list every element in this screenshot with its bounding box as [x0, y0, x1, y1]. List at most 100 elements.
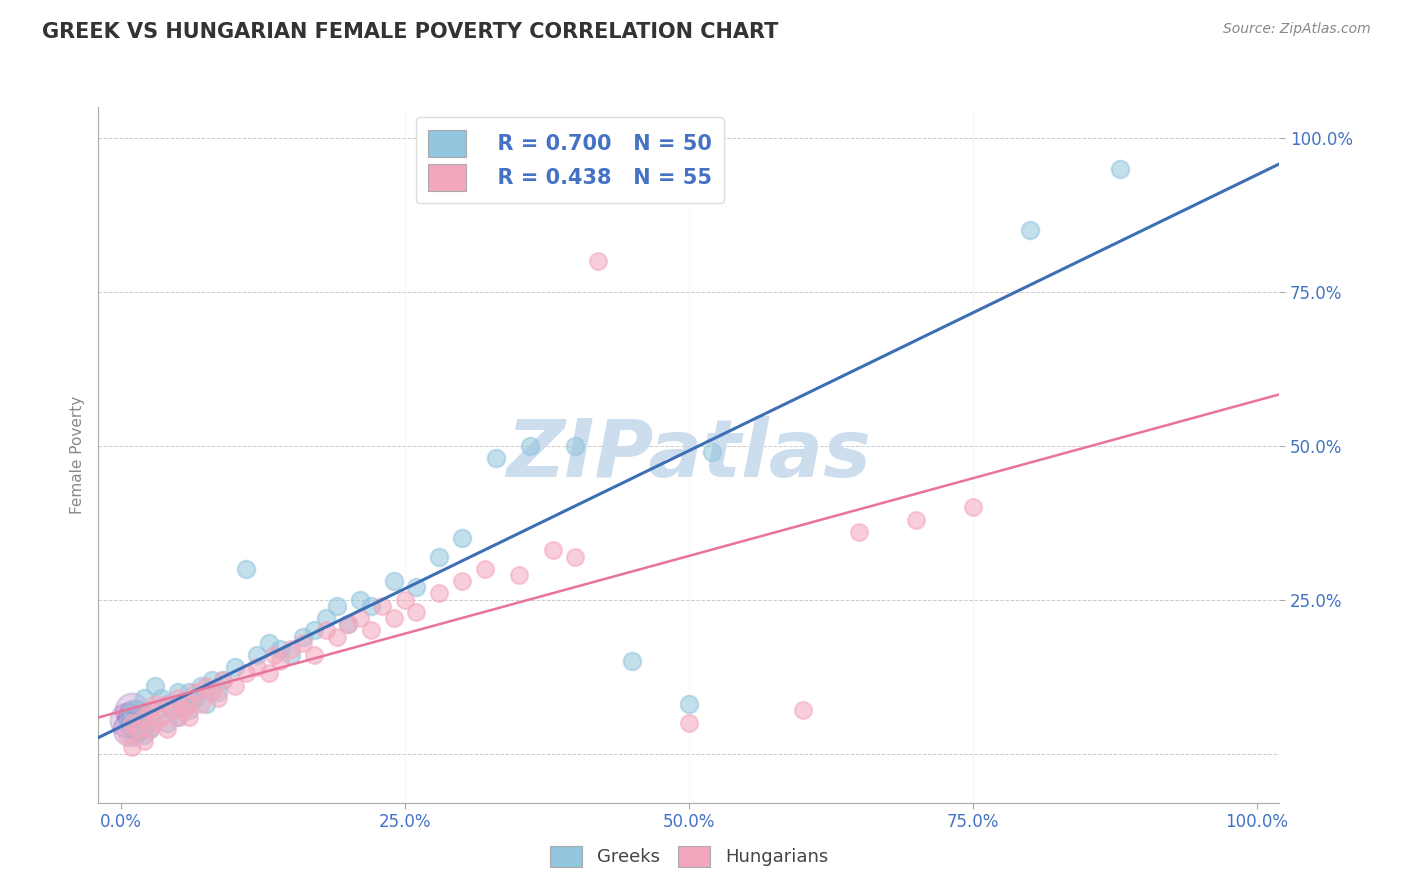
- Point: [427, 549, 450, 564]
- Point: [132, 728, 155, 742]
- Point: [1018, 223, 1040, 237]
- Point: [207, 685, 229, 699]
- Point: [162, 703, 183, 717]
- Point: [337, 617, 360, 632]
- Point: [280, 648, 302, 662]
- Point: [179, 698, 201, 712]
- Point: [212, 673, 235, 687]
- Point: [138, 703, 160, 717]
- Point: [149, 691, 172, 706]
- Legend: Greeks, Hungarians: Greeks, Hungarians: [543, 838, 835, 874]
- Point: [195, 698, 218, 712]
- Point: [167, 685, 190, 699]
- Point: [143, 679, 166, 693]
- Point: [121, 703, 143, 717]
- Point: [394, 592, 416, 607]
- Point: [302, 648, 325, 662]
- Point: [155, 715, 177, 730]
- Point: [962, 500, 984, 515]
- Point: [143, 715, 166, 730]
- Y-axis label: Female Poverty: Female Poverty: [69, 396, 84, 514]
- Point: [143, 703, 166, 717]
- Point: [263, 648, 285, 662]
- Point: [235, 666, 257, 681]
- Point: [115, 728, 138, 742]
- Point: [519, 439, 541, 453]
- Point: [564, 549, 586, 564]
- Point: [167, 691, 190, 706]
- Point: [315, 624, 337, 638]
- Point: [132, 734, 155, 748]
- Point: [179, 703, 201, 717]
- Point: [149, 709, 172, 723]
- Point: [405, 580, 427, 594]
- Point: [121, 715, 143, 730]
- Point: [121, 740, 143, 755]
- Point: [138, 709, 160, 723]
- Point: [405, 605, 427, 619]
- Point: [360, 599, 382, 613]
- Text: ZIPatlas: ZIPatlas: [506, 416, 872, 494]
- Point: [207, 691, 229, 706]
- Point: [360, 624, 382, 638]
- Point: [155, 698, 177, 712]
- Point: [143, 698, 166, 712]
- Point: [427, 586, 450, 600]
- Point: [302, 624, 325, 638]
- Point: [195, 679, 218, 693]
- Point: [179, 685, 201, 699]
- Point: [224, 679, 246, 693]
- Point: [700, 445, 723, 459]
- Point: [201, 673, 224, 687]
- Point: [121, 728, 143, 742]
- Point: [162, 703, 183, 717]
- Point: [905, 512, 928, 526]
- Point: [474, 562, 496, 576]
- Point: [246, 660, 269, 674]
- Point: [184, 685, 207, 699]
- Point: [450, 574, 472, 589]
- Point: [382, 574, 405, 589]
- Point: [115, 713, 138, 727]
- Point: [224, 660, 246, 674]
- Point: [190, 698, 212, 712]
- Point: [155, 722, 177, 736]
- Point: [127, 715, 149, 730]
- Point: [132, 709, 155, 723]
- Point: [138, 722, 160, 736]
- Point: [167, 709, 190, 723]
- Point: [173, 703, 195, 717]
- Point: [280, 641, 302, 656]
- Point: [371, 599, 394, 613]
- Point: [792, 703, 814, 717]
- Point: [120, 722, 142, 736]
- Point: [138, 722, 160, 736]
- Point: [291, 630, 314, 644]
- Point: [246, 648, 269, 662]
- Point: [326, 599, 349, 613]
- Point: [190, 679, 212, 693]
- Point: [121, 703, 143, 717]
- Point: [127, 715, 149, 730]
- Legend:   R = 0.700   N = 50,   R = 0.438   N = 55: R = 0.700 N = 50, R = 0.438 N = 55: [416, 118, 724, 203]
- Point: [132, 691, 155, 706]
- Point: [179, 709, 201, 723]
- Point: [115, 715, 138, 730]
- Point: [173, 698, 195, 712]
- Point: [257, 636, 280, 650]
- Point: [167, 709, 190, 723]
- Point: [349, 592, 371, 607]
- Point: [315, 611, 337, 625]
- Point: [212, 673, 235, 687]
- Point: [184, 691, 207, 706]
- Point: [848, 524, 870, 539]
- Point: [564, 439, 586, 453]
- Point: [678, 715, 700, 730]
- Point: [586, 254, 609, 268]
- Point: [201, 685, 224, 699]
- Point: [485, 450, 508, 465]
- Text: Source: ZipAtlas.com: Source: ZipAtlas.com: [1223, 22, 1371, 37]
- Point: [326, 630, 349, 644]
- Point: [124, 709, 146, 723]
- Point: [621, 654, 644, 668]
